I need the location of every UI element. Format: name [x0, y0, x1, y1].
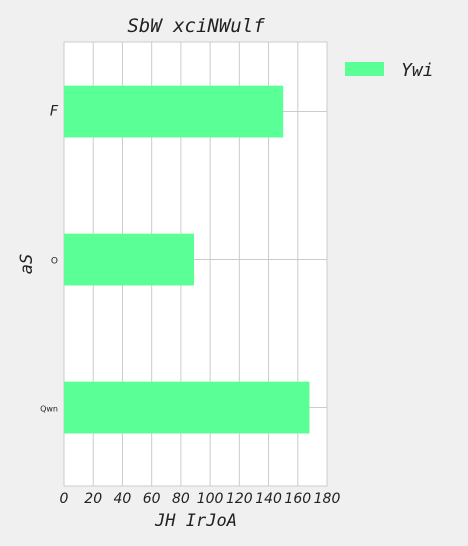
x-tick-labels: 0 20 40 60 80 100 120 140 160 180	[60, 491, 341, 507]
bar-o	[64, 233, 195, 286]
x-tick-label: 120	[226, 491, 253, 507]
x-tick-label: 80	[172, 491, 190, 507]
legend-label: Ywi	[401, 60, 434, 81]
bar-f	[64, 85, 284, 138]
legend: Ywi	[345, 60, 434, 81]
x-tick-label: 140	[255, 491, 282, 507]
x-tick-label: 160	[284, 491, 311, 507]
y-tick-labels: F O Qwn	[40, 104, 58, 414]
x-tick-label: 0	[60, 491, 69, 507]
legend-swatch	[345, 62, 384, 76]
x-tick-label: 20	[84, 491, 102, 507]
y-tick-label: F	[50, 104, 59, 120]
x-axis-label: JH IrJoA	[154, 511, 237, 531]
x-tick-label: 100	[197, 491, 224, 507]
bar-qwn	[64, 381, 310, 434]
y-tick-label: Qwn	[40, 405, 58, 414]
y-tick-label: O	[51, 257, 58, 267]
chart-title: SbW xciNWulf	[127, 15, 265, 37]
y-axis-label: aS	[17, 254, 37, 274]
x-tick-label: 60	[143, 491, 161, 507]
x-tick-label: 180	[314, 491, 341, 507]
bars	[64, 85, 310, 434]
x-tick-label: 40	[114, 491, 132, 507]
